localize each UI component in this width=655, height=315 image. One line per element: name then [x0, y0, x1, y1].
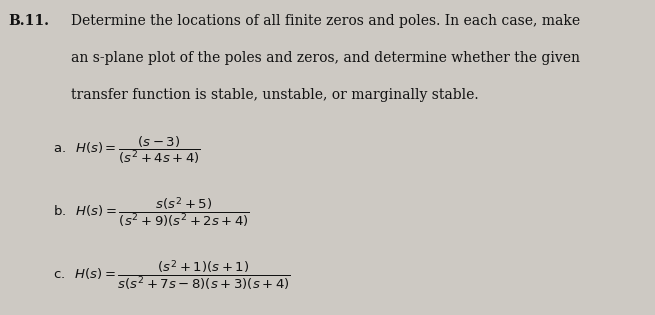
Text: Determine the locations of all finite zeros and poles. In each case, make: Determine the locations of all finite ze…: [71, 14, 580, 28]
Text: $\mathrm{b.}\;\; H(s) = \dfrac{s(s^2+5)}{(s^2+9)(s^2+2s+4)}$: $\mathrm{b.}\;\; H(s) = \dfrac{s(s^2+5)}…: [53, 195, 250, 229]
Text: $\mathrm{a.}\;\; H(s) = \dfrac{(s-3)}{(s^2+4s+4)}$: $\mathrm{a.}\;\; H(s) = \dfrac{(s-3)}{(s…: [53, 134, 201, 166]
Text: transfer function is stable, unstable, or marginally stable.: transfer function is stable, unstable, o…: [71, 88, 478, 102]
Text: $\mathrm{c.}\;\; H(s) = \dfrac{(s^2+1)(s+1)}{s(s^2+7s-8)(s+3)(s+4)}$: $\mathrm{c.}\;\; H(s) = \dfrac{(s^2+1)(s…: [53, 258, 291, 292]
Text: an s-plane plot of the poles and zeros, and determine whether the given: an s-plane plot of the poles and zeros, …: [71, 51, 580, 65]
Text: B.11.: B.11.: [9, 14, 50, 28]
